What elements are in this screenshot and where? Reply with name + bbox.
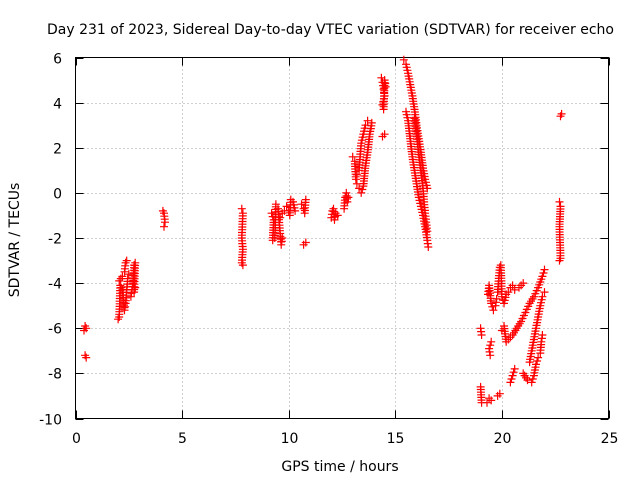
data-point	[532, 360, 540, 369]
data-point	[161, 218, 169, 227]
data-point	[343, 197, 352, 206]
y-tick-labels: -10 -8 -6 -4 -2 0 2 4 6	[39, 52, 62, 429]
data-point	[301, 238, 310, 247]
data-point	[509, 368, 518, 377]
data-point	[130, 288, 139, 297]
data-point	[538, 292, 547, 301]
data-point	[276, 213, 285, 222]
data-point	[487, 337, 496, 346]
y-axis-label: SDTVAR / TECUs	[7, 183, 23, 298]
data-point	[301, 195, 310, 204]
y-tick-label: -8	[48, 367, 62, 383]
data-point	[495, 389, 504, 398]
data-point	[527, 378, 536, 387]
data-point	[424, 243, 433, 251]
data-point	[528, 375, 537, 383]
data-point	[378, 100, 387, 109]
data-point	[487, 396, 496, 405]
data-point	[357, 188, 366, 197]
data-point	[489, 306, 498, 315]
data-point	[82, 324, 91, 333]
data-point	[352, 179, 361, 188]
data-point	[82, 353, 91, 362]
data-point	[504, 288, 513, 297]
data-point	[351, 175, 360, 184]
data-points	[80, 55, 566, 407]
data-point	[540, 288, 549, 297]
data-point	[267, 209, 276, 218]
data-point	[348, 152, 357, 161]
data-point	[486, 341, 495, 350]
x-tick-labels: 0 5 10 15 20 25	[72, 431, 618, 447]
data-point	[363, 116, 372, 125]
x-tick-label: 0	[72, 431, 81, 447]
data-point	[506, 378, 515, 387]
chart-title: Day 231 of 2023, Sidereal Day-to-day VTE…	[47, 22, 614, 38]
data-point	[537, 337, 546, 346]
data-point	[297, 200, 306, 209]
data-point	[299, 204, 308, 213]
data-point	[238, 261, 247, 270]
y-tick-label: -4	[48, 277, 62, 293]
data-point	[507, 375, 516, 383]
data-point	[333, 211, 342, 220]
y-tick-label: 6	[53, 52, 62, 68]
data-point	[352, 170, 361, 179]
data-point	[485, 344, 494, 353]
data-point	[487, 299, 496, 308]
data-point	[540, 265, 549, 274]
data-point	[344, 193, 353, 202]
x-tick-label: 10	[281, 431, 299, 447]
data-point	[508, 371, 517, 380]
x-tick-label: 5	[178, 431, 187, 447]
y-tick-label: 0	[53, 187, 62, 203]
x-tick-label: 20	[494, 431, 512, 447]
y-tick-label: -2	[48, 232, 62, 248]
data-point	[282, 202, 291, 211]
x-tick-label: 25	[601, 431, 619, 447]
data-point	[555, 256, 564, 265]
data-point	[492, 294, 501, 303]
data-point	[510, 285, 519, 294]
data-point	[477, 331, 486, 339]
data-point	[367, 118, 376, 127]
data-point	[160, 222, 168, 231]
axis-ticks	[75, 57, 610, 420]
data-point	[278, 234, 287, 242]
data-point	[533, 357, 542, 365]
data-point	[519, 279, 528, 288]
y-tick-label: 2	[53, 142, 62, 158]
data-point	[358, 185, 367, 194]
data-point	[399, 55, 408, 64]
data-point	[510, 364, 519, 373]
data-point	[534, 353, 543, 362]
data-point	[523, 376, 532, 385]
data-point	[361, 121, 370, 130]
data-point	[423, 227, 432, 236]
data-point	[483, 398, 491, 407]
data-point	[555, 197, 564, 206]
data-point	[538, 331, 547, 339]
data-point	[122, 256, 131, 265]
data-point	[131, 283, 140, 292]
y-tick-label: -10	[39, 413, 62, 429]
y-tick-label: 4	[53, 97, 62, 113]
data-point	[291, 206, 300, 215]
data-point	[508, 281, 517, 290]
data-point	[118, 272, 127, 281]
data-point	[557, 109, 566, 118]
y-tick-label: -6	[48, 322, 62, 338]
x-axis-label: GPS time / hours	[281, 459, 398, 475]
x-tick-label: 15	[387, 431, 405, 447]
data-point	[237, 204, 246, 213]
data-point	[380, 130, 389, 139]
data-point	[539, 269, 548, 277]
data-point	[381, 82, 390, 91]
data-point	[271, 200, 280, 209]
data-point	[538, 272, 547, 281]
